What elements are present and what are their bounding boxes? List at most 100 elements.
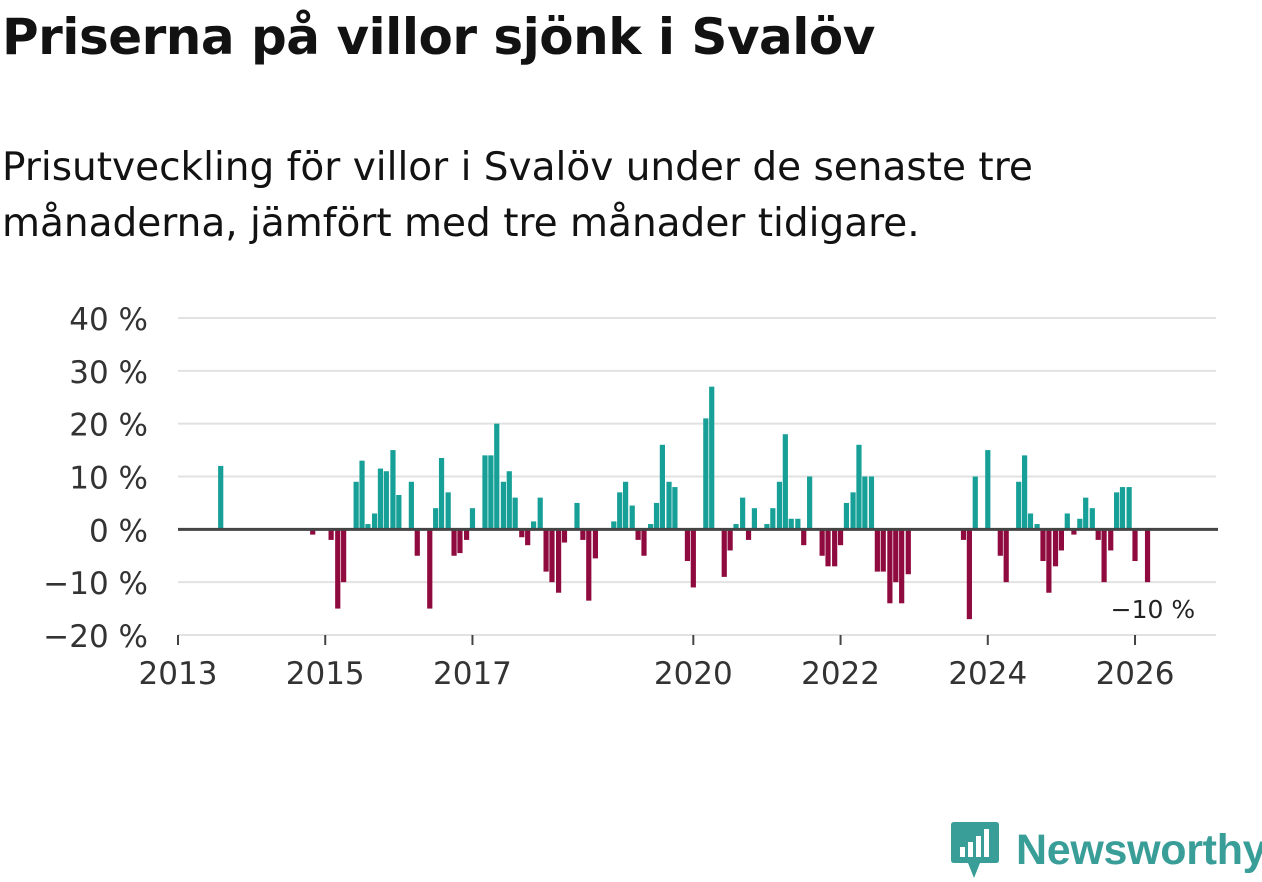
bar [525,529,531,546]
bar [721,529,727,577]
bar [592,529,599,559]
bar [328,529,334,540]
bar [611,521,617,530]
bar [371,513,378,530]
bar [408,481,414,530]
chart-subtitle: Prisutveckling för villor i Svalöv under… [2,145,1033,246]
bar [1022,455,1028,530]
bar [353,481,359,530]
bar [586,529,592,601]
chart-title: Priserna på villor sjönk i Svalöv [2,8,875,66]
bar [751,508,758,530]
brand-name: Newsworthy [1016,825,1262,874]
bar [856,444,862,530]
bar [703,418,709,530]
bar [788,518,794,530]
newsworthy-logo-icon [951,822,999,878]
bar [341,529,347,583]
bar [1027,513,1034,530]
bar [648,524,654,530]
bar [985,450,991,530]
bar [776,481,783,530]
bar [488,455,494,530]
bar [543,529,549,572]
bar [519,529,525,538]
bar [1095,529,1101,540]
bar [359,460,365,530]
x-tick-label: 2015 [286,656,365,692]
x-tick-label: 2022 [801,656,880,692]
bar [457,529,463,554]
y-tick-label: 20 % [69,408,148,444]
bar [733,524,739,530]
y-axis-labels: −20 % −10 % 0 % 10 % 20 % 30 % 40 % [43,302,148,655]
bar [218,465,224,530]
x-tick-label: 2024 [948,656,1027,692]
bar [899,529,905,604]
bar [868,476,875,530]
bar [966,529,972,620]
bar [500,481,506,530]
bar [782,434,788,530]
bar [556,529,562,593]
bar [506,471,512,530]
bar [740,497,746,530]
bar [659,444,665,530]
bar [482,455,488,530]
bar [549,529,555,583]
bar [960,529,967,540]
bar [807,476,813,530]
y-tick-label: 40 % [69,302,148,338]
bar [1144,529,1151,583]
bar [390,450,396,530]
x-axis: 2013 2015 2017 2020 2022 2024 2026 [139,635,1174,692]
bar [653,502,660,530]
bar [1003,529,1009,583]
bar [335,529,341,609]
bar [1108,529,1114,551]
bar [801,529,807,546]
bars [218,386,1151,620]
bar [1058,529,1064,551]
bar [414,529,420,556]
bar [1083,497,1089,530]
bar [537,497,543,530]
bar [377,468,384,530]
bar [427,529,433,609]
bar [819,529,825,556]
x-tick-label: 2017 [433,656,512,692]
bar [666,481,672,530]
bar [887,529,893,604]
bar [512,497,518,530]
y-tick-label: 0 % [89,513,148,549]
bar [365,524,371,530]
bar [530,521,537,530]
bar [690,529,696,588]
bar [850,492,856,530]
bar-chart: −20 %−10 %0 %10 %20 %30 %40 % 2013 2015 20… [43,302,1218,692]
bar [709,386,715,530]
bar [451,529,457,556]
bar [672,487,678,530]
bar [997,529,1003,556]
bar [764,524,770,530]
last-value-label: −10 % [1111,595,1195,624]
bar [1016,481,1022,530]
bar [1132,529,1138,562]
bar [862,476,868,530]
bar [837,529,844,546]
y-tick-label: −20 % [43,619,148,655]
bar [1077,518,1083,530]
bar [561,529,568,543]
y-tick-label: −10 % [43,566,148,602]
bar [383,471,389,530]
bar [580,529,586,540]
bar [445,492,451,530]
newsworthy-logo: Newsworthy [950,818,1262,882]
bar [1040,529,1046,562]
annotations: −10 % [1111,595,1195,624]
bar [832,529,838,567]
y-tick-label: 30 % [69,355,148,391]
bar [433,508,439,530]
bar [463,529,470,540]
